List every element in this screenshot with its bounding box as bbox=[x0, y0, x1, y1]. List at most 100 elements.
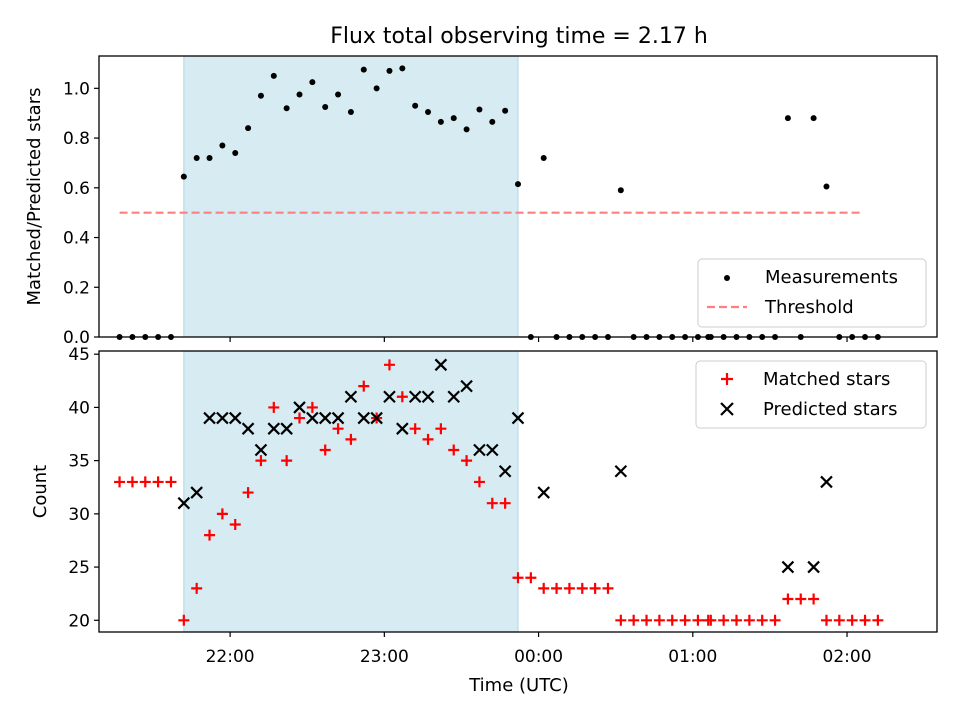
matched-star-marker bbox=[833, 614, 845, 626]
measurement-point bbox=[412, 102, 419, 109]
ratio-axis-ticks: 0.0 0.2 0.4 0.6 0.8 1.0 bbox=[63, 79, 848, 348]
measurement-point bbox=[322, 103, 329, 110]
predicted-star-marker bbox=[177, 496, 191, 510]
count-x-tick-label: 22:00 bbox=[206, 647, 255, 667]
count-y-tick-label: 45 bbox=[68, 345, 90, 365]
matched-star-marker bbox=[409, 423, 421, 435]
predicted-star-marker bbox=[396, 422, 409, 435]
measurement-point bbox=[437, 118, 444, 125]
matched-star-marker bbox=[435, 423, 447, 435]
predicted-star-marker bbox=[460, 379, 473, 393]
predicted-star-marker bbox=[408, 390, 422, 404]
matched-star-marker bbox=[615, 614, 627, 626]
matched-star-marker bbox=[358, 380, 370, 392]
measurement-point bbox=[206, 154, 213, 161]
matched-star-marker bbox=[242, 487, 254, 499]
measurement-point bbox=[309, 79, 316, 86]
matched-star-marker bbox=[705, 614, 717, 626]
matched-star-marker bbox=[641, 614, 653, 626]
count-y-tick-label: 25 bbox=[68, 558, 90, 578]
predicted-star-marker bbox=[344, 390, 358, 404]
matched-star-marker bbox=[319, 444, 331, 456]
ratio-panel: 0.0 0.2 0.4 0.6 0.8 1.0 Matched/Predicted sta… bbox=[24, 55, 938, 348]
count-x-tick-label: 01:00 bbox=[668, 647, 717, 667]
count-x-tick-label: 23:00 bbox=[360, 647, 409, 667]
legend-matched-label: Matched stars bbox=[763, 369, 890, 390]
measurement-point bbox=[219, 142, 226, 149]
measurement-point bbox=[335, 91, 342, 98]
count-panel: 20 25 30 35 40 45 22:00 23:00 00:00 01:00 02:00 Co… bbox=[30, 345, 938, 696]
predicted-star-marker bbox=[318, 411, 332, 425]
matched-star-marker bbox=[191, 582, 203, 594]
ratio-y-tick-label: 0.4 bbox=[63, 229, 90, 249]
predicted-star-marker bbox=[203, 411, 216, 425]
measurement-point bbox=[450, 115, 457, 122]
measurement-point bbox=[270, 72, 277, 79]
measurement-point bbox=[283, 105, 290, 112]
matched-star-marker bbox=[268, 401, 280, 413]
predicted-star-marker bbox=[293, 401, 306, 414]
measurement-point bbox=[347, 108, 354, 115]
matched-star-marker bbox=[872, 614, 884, 626]
ratio-y-tick-label: 0.6 bbox=[63, 179, 90, 199]
matched-star-marker bbox=[114, 476, 126, 488]
matched-star-marker bbox=[255, 455, 267, 467]
ratio-y-label: Matched/Predicted stars bbox=[24, 88, 45, 306]
count-panel-frame bbox=[98, 350, 938, 633]
measurement-point bbox=[245, 125, 252, 132]
count-axis-ticks: 20 25 30 35 40 45 22:00 23:00 00:00 01:00 02:00 bbox=[68, 345, 871, 667]
ratio-y-tick-label: 1.0 bbox=[63, 79, 90, 99]
measurement-point bbox=[373, 85, 380, 92]
count-y-tick-label: 35 bbox=[68, 452, 90, 472]
predicted-star-marker bbox=[511, 411, 525, 425]
matched-star-marker bbox=[216, 508, 228, 520]
predicted-star-marker bbox=[254, 443, 268, 457]
matched-star-marker bbox=[126, 476, 138, 488]
matched-star-marker bbox=[204, 529, 216, 541]
matched-star-marker bbox=[808, 593, 820, 605]
legend-threshold-label: Threshold bbox=[764, 297, 854, 318]
matched-star-marker bbox=[602, 582, 614, 594]
ratio-legend-box bbox=[697, 258, 927, 328]
predicted-star-marker bbox=[228, 411, 242, 425]
matched-star-marker bbox=[448, 444, 460, 456]
ratio-y-tick-label: 0.2 bbox=[63, 278, 90, 298]
matched-star-marker bbox=[563, 582, 575, 594]
measurement-point bbox=[617, 187, 624, 194]
matched-star-marker bbox=[576, 582, 588, 594]
matched-star-marker bbox=[345, 433, 357, 445]
measurement-point bbox=[360, 66, 367, 73]
legend-measurements-label: Measurements bbox=[765, 267, 898, 288]
matched-star-marker bbox=[139, 476, 151, 488]
matched-star-marker bbox=[795, 593, 807, 605]
measurement-point bbox=[810, 115, 817, 122]
count-y-tick-label: 20 bbox=[68, 611, 90, 631]
predicted-star-marker bbox=[370, 411, 383, 425]
predicted-star-marker bbox=[781, 560, 795, 574]
matched-star-marker bbox=[525, 572, 537, 584]
measurement-point bbox=[232, 149, 239, 156]
count-legend: Matched stars Predicted stars bbox=[695, 360, 927, 429]
predicted-star-marker bbox=[537, 486, 550, 499]
predicted-star-marker bbox=[383, 390, 396, 404]
matched-star-marker bbox=[628, 614, 640, 626]
ratio-y-tick-label: 0.0 bbox=[63, 328, 90, 348]
legend-predicted-label: Predicted stars bbox=[763, 399, 897, 420]
matched-star-marker bbox=[756, 614, 768, 626]
predicted-star-marker bbox=[447, 390, 461, 404]
matched-star-marker bbox=[743, 614, 755, 626]
predicted-star-marker bbox=[267, 422, 281, 435]
matched-star-marker bbox=[178, 614, 190, 626]
legend-measurements-marker bbox=[724, 275, 730, 281]
matched-star-marker bbox=[499, 497, 511, 509]
ratio-panel-frame bbox=[98, 55, 938, 338]
matched-star-marker bbox=[152, 476, 164, 488]
matched-star-marker bbox=[332, 423, 344, 435]
predicted-star-marker bbox=[216, 411, 229, 425]
matched-star-marker bbox=[306, 401, 318, 413]
count-x-tick-label: 02:00 bbox=[823, 647, 872, 667]
matched-star-marker bbox=[538, 582, 550, 594]
matched-star-marker bbox=[281, 455, 293, 467]
observing-span-shade-top bbox=[183, 55, 519, 338]
